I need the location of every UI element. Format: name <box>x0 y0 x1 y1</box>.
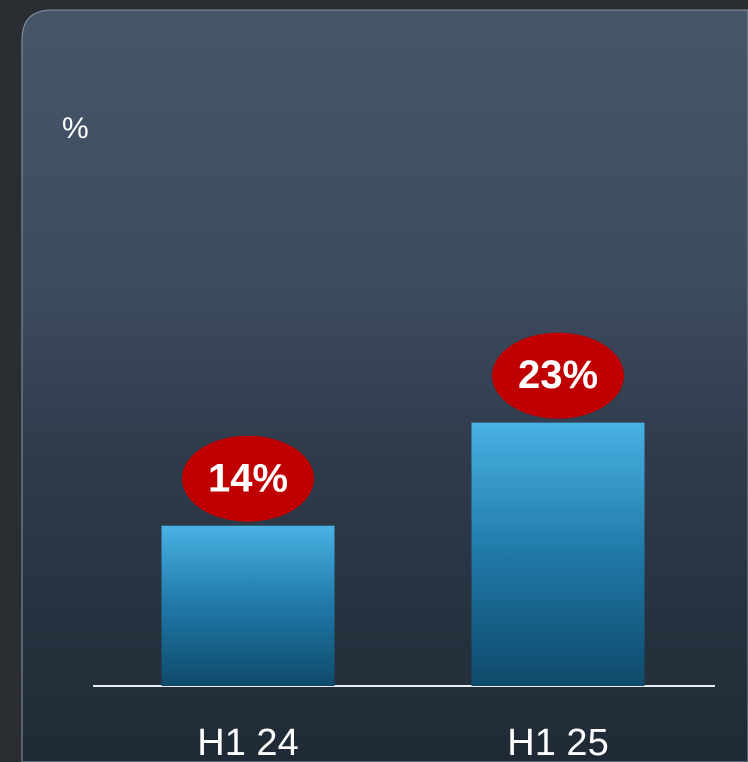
value-label: 14% <box>208 456 288 500</box>
chart: % 14% H1 24 23% H1 25 <box>0 0 748 762</box>
value-label: 23% <box>518 353 598 397</box>
y-unit: % <box>62 112 89 145</box>
bar <box>472 423 645 686</box>
page: {"chart_data": {"type": "bar", "y_label"… <box>0 0 748 762</box>
x-tick-label: H1 24 <box>197 722 298 762</box>
bar <box>162 526 335 686</box>
x-tick-label: H1 25 <box>507 722 608 762</box>
